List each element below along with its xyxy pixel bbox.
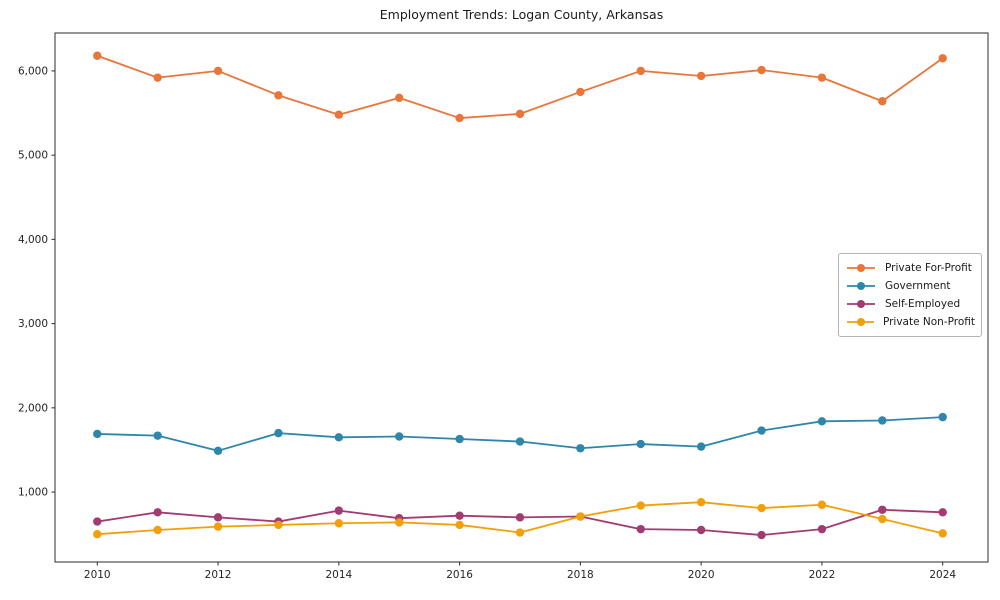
data-point-self-employed [334,506,344,515]
data-point-self-employed [757,530,766,540]
x-tick-label: 2012 [205,569,232,581]
data-point-private-non-profit [817,500,827,509]
data-point-self-employed [213,513,223,522]
x-tick-label: 2020 [688,569,715,581]
y-tick-label: 5,000 [18,150,48,162]
data-point-self-employed [636,524,645,534]
data-point-government [213,446,223,456]
legend-marker-icon [847,282,875,290]
legend-label: Self-Employed [885,298,961,310]
data-point-private-non-profit [636,501,645,510]
data-point-private-non-profit [93,530,102,539]
data-point-private-non-profit [515,528,525,537]
data-point-government [93,429,102,439]
legend-item-private-for-profit: Private For-Profit [846,260,975,277]
data-point-private-for-profit [938,54,947,63]
y-tick-label: 4,000 [18,234,48,246]
data-point-private-for-profit [153,73,162,82]
legend: Private For-Profit Government Self-Employe… [838,253,982,337]
data-point-private-for-profit [757,65,766,75]
data-point-private-for-profit [213,66,223,76]
data-point-private-non-profit [757,503,766,513]
legend-dot [857,282,865,290]
data-point-government [576,444,585,453]
data-point-self-employed [878,505,887,514]
data-point-self-employed [817,524,827,534]
data-point-government [515,437,525,446]
data-point-private-non-profit [455,520,464,530]
data-point-self-employed [938,508,947,517]
data-point-private-non-profit [274,520,283,530]
series-private-for-profit [93,51,947,123]
data-point-private-for-profit [817,73,827,82]
data-point-private-for-profit [696,71,706,81]
data-point-private-non-profit [576,512,585,521]
y-axis: 1,000 2,000 3,000 4,000 5,000 6,000 [18,65,55,499]
x-tick-label: 2022 [809,569,836,581]
series-line-government [97,416,943,452]
x-axis: 2010 2012 2014 2016 2018 2020 2022 2024 [84,562,956,581]
y-tick-label: 1,000 [18,487,48,499]
plot-border [54,32,989,563]
data-point-self-employed [455,511,464,520]
y-tick-label: 2,000 [18,402,48,414]
data-point-private-for-profit [395,93,404,103]
legend-label: Private For-Profit [885,262,972,274]
data-point-government [878,416,887,425]
x-tick-label: 2024 [929,569,956,581]
data-point-private-for-profit [515,109,525,119]
data-point-private-non-profit [334,519,344,528]
legend-marker-icon [847,318,874,326]
data-point-private-for-profit [334,110,344,119]
y-tick-label: 6,000 [18,65,48,77]
data-point-government [153,431,162,440]
legend-dot [857,300,865,308]
data-point-private-non-profit [395,518,404,527]
legend-item-government: Government [846,278,975,295]
data-point-government [334,433,344,442]
data-point-government [395,432,404,441]
data-point-government [274,428,283,438]
legend-marker-icon [847,300,875,308]
x-tick-label: 2016 [446,569,473,581]
data-point-self-employed [93,517,102,526]
legend-dot [857,318,865,326]
legend-item-private-non-profit: Private Non-Profit [846,314,975,331]
data-point-private-for-profit [576,87,585,97]
x-tick-label: 2014 [325,569,352,581]
series-private-non-profit [93,497,947,539]
data-point-private-for-profit [636,66,645,76]
data-point-private-for-profit [93,51,102,60]
data-point-private-for-profit [274,91,283,100]
legend-marker-icon [847,264,875,272]
data-point-government [455,434,464,444]
legend-label: Private Non-Profit [882,316,975,328]
data-point-private-non-profit [878,514,887,524]
legend-item-self-employed: Self-Employed [846,296,975,313]
data-point-private-non-profit [153,525,162,535]
data-point-government [696,442,706,451]
x-tick-label: 2010 [84,569,111,581]
data-point-self-employed [153,508,162,517]
series-line-private-for-profit [96,54,944,119]
legend-dot [857,264,865,272]
legend-label: Government [885,280,951,292]
data-point-private-non-profit [696,497,706,507]
data-point-government [938,412,947,422]
data-point-government [636,439,645,449]
data-point-government [757,426,766,435]
data-point-government [817,417,827,426]
series-government [93,412,947,456]
data-point-self-employed [696,525,706,535]
data-point-private-for-profit [455,113,464,123]
data-point-private-for-profit [878,97,887,106]
data-point-self-employed [515,513,525,522]
chart-title: Employment Trends: Logan County, Arkansa… [379,7,664,22]
x-tick-label: 2018 [567,569,594,581]
y-tick-label: 3,000 [18,318,48,330]
data-point-private-non-profit [213,522,223,531]
data-point-private-non-profit [938,529,947,538]
